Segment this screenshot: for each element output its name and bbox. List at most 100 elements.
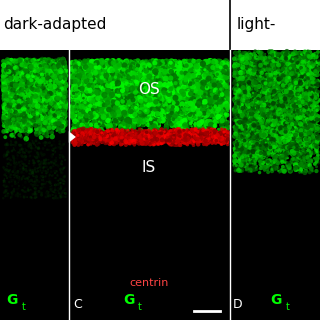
Point	[53, 83, 58, 88]
Point	[170, 96, 175, 101]
Point	[38, 63, 44, 68]
Point	[106, 139, 111, 144]
Point	[167, 137, 172, 142]
Point	[311, 119, 316, 124]
Point	[134, 136, 139, 141]
Point	[6, 123, 12, 128]
Point	[256, 114, 261, 119]
Point	[44, 113, 49, 118]
Point	[186, 69, 191, 75]
Point	[50, 76, 55, 82]
Point	[290, 101, 295, 107]
Point	[136, 134, 141, 139]
Point	[56, 78, 61, 83]
Point	[41, 146, 46, 151]
Point	[300, 62, 305, 68]
Point	[94, 72, 100, 77]
Point	[284, 64, 289, 69]
Point	[187, 130, 192, 135]
Point	[116, 112, 121, 117]
Point	[4, 152, 9, 157]
Point	[36, 116, 41, 121]
Point	[114, 83, 119, 88]
Point	[9, 103, 14, 108]
Point	[268, 63, 274, 68]
Point	[104, 97, 109, 102]
Point	[40, 76, 45, 81]
Point	[110, 61, 115, 67]
Point	[82, 93, 87, 99]
Point	[52, 65, 57, 70]
Point	[283, 84, 288, 90]
Point	[130, 100, 135, 105]
Point	[208, 132, 213, 138]
Point	[5, 94, 10, 99]
Point	[240, 120, 245, 125]
Point	[108, 95, 113, 100]
Point	[98, 83, 103, 88]
Point	[308, 75, 313, 80]
Point	[114, 78, 119, 84]
Point	[116, 138, 122, 143]
Point	[87, 132, 92, 138]
Point	[240, 69, 245, 75]
Point	[54, 196, 59, 201]
Point	[246, 103, 251, 108]
Point	[88, 91, 93, 96]
Point	[256, 94, 261, 99]
Point	[156, 81, 161, 86]
Point	[111, 102, 116, 107]
Point	[244, 137, 249, 142]
Point	[86, 112, 92, 117]
Point	[143, 132, 148, 137]
Point	[257, 123, 262, 128]
Point	[156, 71, 161, 76]
Point	[48, 89, 53, 94]
Point	[274, 139, 279, 144]
Point	[233, 158, 238, 164]
Point	[78, 79, 83, 84]
Point	[245, 106, 250, 111]
Point	[264, 150, 269, 155]
Point	[216, 101, 221, 106]
Point	[36, 74, 41, 79]
Point	[275, 131, 280, 136]
Point	[171, 139, 176, 144]
Point	[22, 80, 27, 85]
Point	[279, 138, 284, 143]
Point	[204, 131, 210, 136]
Point	[304, 102, 309, 107]
Point	[124, 138, 129, 143]
Point	[173, 97, 179, 102]
Point	[249, 73, 254, 78]
Point	[165, 65, 171, 70]
Point	[171, 82, 176, 87]
Point	[73, 111, 78, 116]
Point	[51, 99, 56, 104]
Point	[61, 74, 66, 79]
Point	[85, 82, 91, 87]
Point	[193, 90, 198, 95]
Point	[159, 68, 164, 73]
Point	[153, 132, 158, 137]
Point	[57, 106, 62, 111]
Point	[161, 68, 166, 74]
Point	[253, 96, 258, 101]
Point	[150, 131, 156, 136]
Point	[180, 136, 185, 141]
Point	[310, 62, 316, 67]
Point	[272, 145, 277, 150]
Point	[190, 59, 195, 64]
Point	[215, 116, 220, 121]
Point	[47, 80, 52, 85]
Point	[88, 131, 93, 136]
Point	[60, 80, 66, 85]
Point	[52, 97, 58, 102]
Point	[246, 151, 252, 156]
Point	[255, 100, 260, 106]
Point	[36, 62, 41, 67]
Point	[81, 97, 86, 102]
Point	[100, 74, 105, 79]
Point	[15, 64, 20, 69]
Point	[285, 116, 291, 121]
